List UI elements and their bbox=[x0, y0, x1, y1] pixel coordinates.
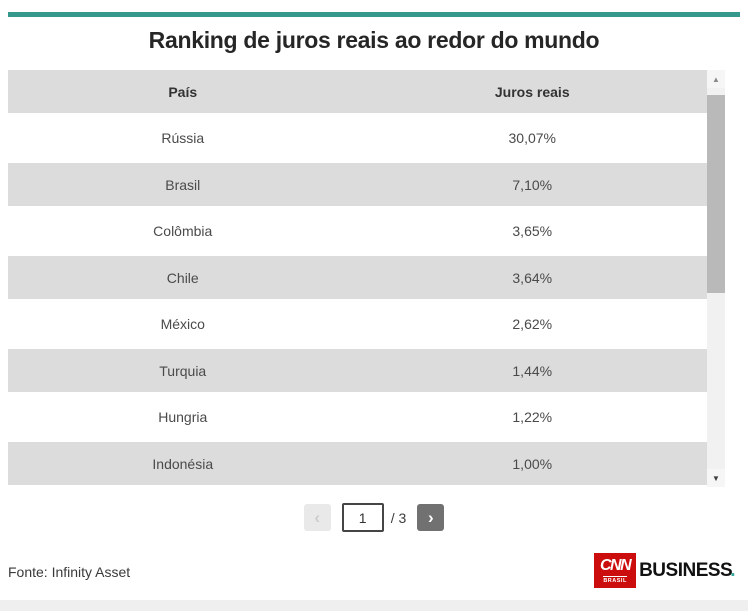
page-total-label: / 3 bbox=[390, 509, 407, 526]
rate-cell: 2,62% bbox=[512, 316, 553, 332]
column-header-juros-reais: Juros reais bbox=[494, 83, 570, 100]
rate-cell: 1,22% bbox=[512, 409, 553, 425]
table-row: Turquia 1,44% bbox=[8, 349, 707, 392]
chevron-left-icon: ‹ bbox=[314, 508, 321, 527]
country-cell: Colômbia bbox=[153, 223, 213, 239]
country-cell: Indonésia bbox=[152, 455, 214, 472]
scroll-up-icon: ▲ bbox=[712, 74, 720, 84]
table-scrollbar[interactable]: ▲ ▼ bbox=[707, 70, 725, 487]
country-cell: Rússia bbox=[161, 130, 205, 146]
table-header-row: País Juros reais bbox=[8, 70, 707, 113]
scroll-down-icon: ▼ bbox=[712, 473, 720, 483]
rate-cell: 30,07% bbox=[508, 130, 556, 146]
logo-cnn-text: CNN bbox=[599, 556, 632, 574]
next-page-button[interactable]: › bbox=[417, 504, 445, 531]
page-title: Ranking de juros reais ao redor do mundo bbox=[148, 27, 600, 53]
logo-business-text: BUSINESS. bbox=[639, 559, 735, 581]
cnn-brasil-logo-icon: CNN BRASIL bbox=[594, 553, 637, 588]
rate-cell: 3,65% bbox=[512, 223, 553, 239]
cnn-business-logo: CNN BRASIL BUSINESS. bbox=[594, 553, 735, 588]
accent-top-bar bbox=[8, 12, 740, 17]
country-cell: Turquia bbox=[159, 362, 207, 379]
scrollbar-thumb[interactable] bbox=[707, 95, 725, 293]
table-body: País Juros reais Rússia 30,07% Brasil 7,10%… bbox=[8, 70, 707, 487]
table-row: Indonésia 1,00% bbox=[8, 442, 707, 485]
logo-dot: . bbox=[730, 559, 735, 581]
scrollbar-track[interactable] bbox=[707, 88, 725, 469]
table-row: Colômbia 3,65% bbox=[8, 209, 707, 253]
scroll-up-button[interactable]: ▲ bbox=[707, 70, 725, 88]
country-cell: Brasil bbox=[165, 176, 201, 193]
source-label: Fonte: Infinity Asset bbox=[8, 564, 131, 580]
scroll-down-button[interactable]: ▼ bbox=[707, 469, 725, 487]
bottom-page-band bbox=[0, 600, 748, 611]
rate-cell: 1,00% bbox=[512, 455, 553, 472]
column-header-pais: País bbox=[168, 83, 198, 100]
country-cell: Hungria bbox=[158, 409, 208, 425]
previous-page-button[interactable]: ‹ bbox=[303, 504, 331, 531]
logo-brasil-text: BRASIL bbox=[603, 575, 627, 584]
rate-cell: 1,44% bbox=[512, 362, 553, 379]
table-row: Chile 3,64% bbox=[8, 256, 707, 299]
ranking-table: País Juros reais Rússia 30,07% Brasil 7,10%… bbox=[8, 70, 725, 487]
table-row: México 2,62% bbox=[8, 302, 707, 346]
page-number-input[interactable] bbox=[341, 503, 384, 532]
pagination: ‹ / 3 › bbox=[0, 503, 748, 532]
table-row: Hungria 1,22% bbox=[8, 395, 707, 439]
table-row: Brasil 7,10% bbox=[8, 163, 707, 206]
country-cell: Chile bbox=[166, 269, 199, 286]
rate-cell: 7,10% bbox=[512, 176, 553, 193]
rate-cell: 3,64% bbox=[512, 269, 553, 286]
chevron-right-icon: › bbox=[427, 508, 434, 527]
table-row: Rússia 30,07% bbox=[8, 116, 707, 160]
country-cell: México bbox=[160, 316, 205, 332]
